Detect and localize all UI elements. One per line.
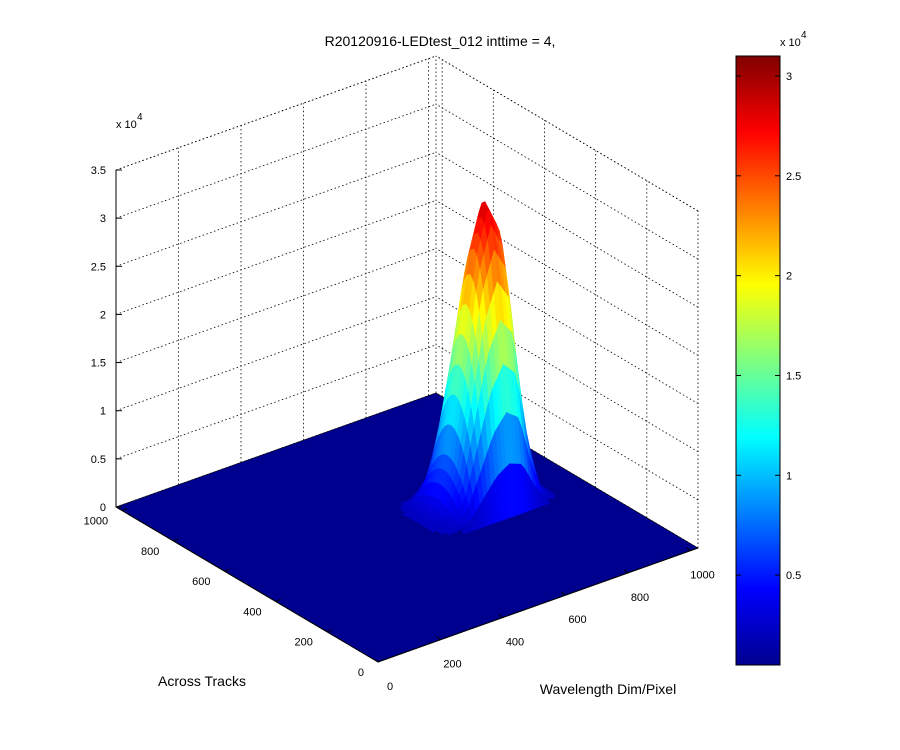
colorbar-tick-label: 2 <box>786 271 792 283</box>
y-tick-label: 600 <box>192 576 210 588</box>
x-tick-mark <box>373 658 379 663</box>
grid-line <box>115 344 437 460</box>
x-axis-label: Wavelength Dim/Pixel <box>540 681 676 697</box>
colorbar-tick-label: 1 <box>786 470 792 482</box>
y-tick-mark <box>173 538 179 542</box>
surface-floor-plane <box>115 392 699 663</box>
x-tick-mark <box>498 614 504 618</box>
x-tick-mark <box>436 636 441 641</box>
axis-ticks: 0 0.5 1 1.5 2 2.5 3 3.5 0 200 400 600 800 1000 0 200 400… <box>84 165 715 693</box>
y-tick-mark <box>275 598 281 602</box>
grid-line <box>435 296 699 453</box>
z-multiplier-text: x 10 <box>116 119 137 131</box>
chart-title: R20120916-LEDtest_012 inttime = 4, <box>325 33 556 49</box>
grid-line <box>435 151 699 308</box>
x-tick-label: 400 <box>506 636 524 648</box>
z-tick-label: 1 <box>100 406 106 418</box>
y-tick-label: 400 <box>243 606 261 618</box>
grid-line <box>435 344 699 501</box>
z-tick-label: 1.5 <box>91 358 106 370</box>
z-tick-label: 0 <box>100 502 106 514</box>
grid-line <box>115 151 437 267</box>
grid-line <box>435 200 699 356</box>
surface-patch <box>439 529 448 536</box>
y-tick-label: 800 <box>141 546 159 558</box>
z-multiplier-exp: 4 <box>137 112 143 123</box>
x-tick-label: 600 <box>568 614 586 626</box>
y-tick-mark <box>121 508 128 512</box>
x-tick-mark <box>623 569 629 574</box>
grid-line <box>115 200 437 315</box>
colorbar-multiplier: x 10 <box>780 37 801 49</box>
x-axis-line <box>377 547 699 663</box>
x-tick-label: 800 <box>631 592 649 604</box>
grid-line <box>115 55 437 171</box>
y-tick-label: 1000 <box>84 516 108 528</box>
grid-line <box>435 248 699 404</box>
colorbar-multiplier-exp: 4 <box>801 30 807 41</box>
z-tick-label: 0.5 <box>91 454 106 466</box>
grid-line <box>115 248 437 363</box>
y-tick-label: 200 <box>294 637 312 649</box>
colorbar-tick-label: 1.5 <box>786 370 801 382</box>
surface-peak <box>399 200 557 536</box>
surface-patch <box>446 529 454 536</box>
x-tick-mark <box>686 547 691 552</box>
surface-patch <box>429 527 438 533</box>
y-tick-label: 0 <box>358 667 364 679</box>
y-axis-line <box>115 506 379 663</box>
grid-line <box>435 103 699 260</box>
y-axis-label: Across Tracks <box>158 673 246 689</box>
z-tick-label: 3 <box>100 213 106 225</box>
z-tick-label: 2 <box>100 309 106 321</box>
z-tick-label: 3.5 <box>91 165 106 177</box>
grid-line <box>115 296 437 412</box>
colorbar-tick-label: 0.5 <box>786 570 801 582</box>
y-tick-mark <box>224 568 230 572</box>
colorbar-gradient <box>735 55 781 666</box>
colorbar-tick-label: 3 <box>786 71 792 83</box>
grid-line <box>115 103 437 219</box>
x-tick-mark <box>561 591 566 596</box>
colorbar-tick-label: 2.5 <box>786 171 801 183</box>
y-tick-mark <box>326 629 333 633</box>
surface-floor <box>115 392 699 663</box>
x-tick-label: 0 <box>387 681 393 693</box>
z-tick-label: 2.5 <box>91 261 106 273</box>
x-tick-label: 1000 <box>690 570 714 582</box>
z-multiplier: x 10 4 <box>116 112 143 131</box>
grid-line <box>435 55 699 212</box>
colorbar: 0.5 1 1.5 2 2.5 3 x 10 4 <box>735 30 807 666</box>
surface-patch <box>460 524 469 535</box>
x-tick-label: 200 <box>443 659 461 671</box>
